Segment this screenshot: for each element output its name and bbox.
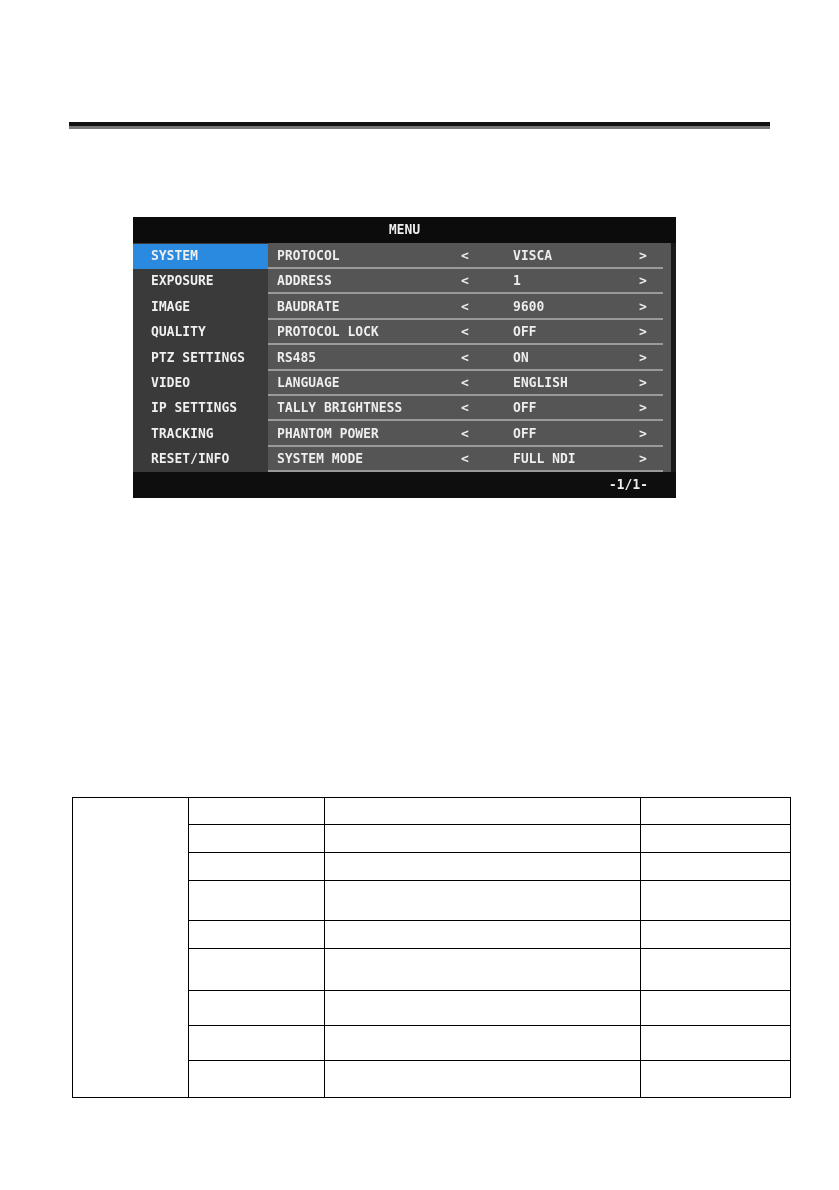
table-row	[73, 948, 791, 991]
table-cell	[188, 852, 325, 881]
table-cell	[188, 1025, 325, 1061]
setting-label: ADDRESS	[277, 274, 332, 290]
table-cell	[188, 880, 325, 921]
header-rule	[69, 122, 770, 126]
osd-setting-row[interactable]: BAUDRATE <9600 >	[268, 295, 663, 320]
setting-label: TALLY BRIGHTNESS	[277, 401, 403, 417]
setting-value: ON	[513, 350, 529, 366]
osd-menu-screenshot: MENU SYSTEM EXPOSURE IMAGE QUALITY PTZ SETTI…	[133, 217, 676, 498]
setting-value: OFF	[513, 401, 537, 417]
chevron-right-icon[interactable]: >	[639, 299, 647, 315]
table-cell	[324, 1025, 641, 1061]
table-cell	[188, 920, 325, 949]
table-row	[72, 797, 791, 1098]
table-cell	[640, 990, 791, 1026]
osd-menu-title: MENU	[133, 217, 676, 243]
table-cell	[640, 797, 791, 825]
setting-label: RS485	[277, 350, 317, 366]
setting-label: BAUDRATE	[277, 299, 340, 315]
chevron-right-icon[interactable]: >	[639, 325, 647, 341]
setting-value: OFF	[513, 426, 537, 442]
osd-category-item[interactable]: RESET/INFO	[151, 452, 230, 468]
osd-setting-row[interactable]: RS485 < ON >	[268, 346, 663, 371]
setting-value: FULL NDI	[513, 452, 576, 468]
osd-category-item[interactable]: PTZ SETTINGS	[151, 350, 245, 366]
table-cell	[640, 920, 791, 949]
table-cell	[640, 1025, 791, 1061]
osd-category-item[interactable]: IMAGE	[151, 299, 191, 315]
osd-setting-row[interactable]: PHANTOM POWER < OFF >	[268, 422, 663, 447]
table-cell	[72, 797, 189, 1098]
setting-label: SYSTEM MODE	[277, 452, 364, 468]
table-cell	[324, 990, 641, 1026]
chevron-left-icon[interactable]: <	[461, 376, 469, 391]
table-cell	[188, 948, 325, 991]
setting-label: PROTOCOL	[277, 249, 340, 264]
table-row	[73, 1060, 791, 1098]
table-cell	[640, 852, 791, 881]
chevron-right-icon[interactable]: >	[639, 350, 647, 366]
setting-value: 9600	[513, 299, 545, 315]
setting-label: PHANTOM POWER	[277, 426, 379, 442]
osd-category-item[interactable]: IP SETTINGS	[151, 401, 238, 417]
osd-setting-row[interactable]: ADDRESS <1 >	[268, 269, 663, 295]
table-cell	[640, 1060, 791, 1098]
table-cell	[188, 1060, 325, 1098]
osd-category-item[interactable]: EXPOSURE	[151, 274, 214, 290]
chevron-left-icon[interactable]: <	[461, 426, 469, 442]
chevron-left-icon[interactable]: <	[461, 401, 469, 417]
chevron-right-icon[interactable]: >	[639, 376, 647, 391]
table-cell	[188, 990, 325, 1026]
table-cell	[324, 948, 641, 991]
chevron-right-icon[interactable]: >	[639, 274, 647, 290]
table-cell	[640, 824, 791, 853]
table-row	[73, 880, 791, 921]
table-cell	[324, 797, 641, 825]
table-cell	[188, 824, 325, 853]
chevron-right-icon[interactable]: >	[639, 452, 647, 468]
osd-settings-list: PROTOCOL < VISCA > ADDRESS <1 > BAUDRATE <9600 > P…	[268, 243, 671, 473]
osd-setting-row[interactable]: PROTOCOL LOCK < OFF >	[268, 320, 663, 346]
osd-category-item[interactable]: TRACKING	[151, 426, 214, 442]
settings-table	[72, 797, 791, 1098]
chevron-left-icon[interactable]: <	[461, 452, 469, 468]
table-cell	[324, 852, 641, 881]
osd-setting-row[interactable]: PROTOCOL < VISCA >	[268, 244, 663, 269]
table-cell	[640, 880, 791, 921]
setting-value: 1	[513, 274, 521, 290]
osd-category-item[interactable]: SYSTEM	[133, 244, 268, 269]
chevron-right-icon[interactable]: >	[639, 401, 647, 417]
setting-value: OFF	[513, 325, 537, 341]
chevron-right-icon[interactable]: >	[639, 249, 647, 264]
setting-label: LANGUAGE	[277, 376, 340, 391]
osd-setting-row[interactable]: SYSTEM MODE < FULL NDI >	[268, 447, 663, 473]
osd-setting-row[interactable]: LANGUAGE < ENGLISH >	[268, 371, 663, 396]
chevron-left-icon[interactable]: <	[461, 274, 469, 290]
table-cell	[324, 920, 641, 949]
table-cell	[324, 824, 641, 853]
header-rule-shadow	[69, 126, 770, 129]
osd-footer: -1/1-	[133, 472, 676, 498]
osd-setting-row[interactable]: TALLY BRIGHTNESS < OFF >	[268, 396, 663, 422]
table-row	[73, 990, 791, 1026]
setting-value: VISCA	[513, 249, 553, 264]
setting-value: ENGLISH	[513, 376, 568, 391]
setting-label: PROTOCOL LOCK	[277, 325, 379, 341]
chevron-left-icon[interactable]: <	[461, 249, 469, 264]
page-indicator: -1/1-	[608, 478, 648, 493]
chevron-left-icon[interactable]: <	[461, 325, 469, 341]
chevron-left-icon[interactable]: <	[461, 299, 469, 315]
chevron-right-icon[interactable]: >	[639, 426, 647, 442]
table-cell	[188, 797, 325, 825]
table-cell	[324, 1060, 641, 1098]
osd-category-item[interactable]: QUALITY	[151, 325, 206, 341]
table-cell	[640, 948, 791, 991]
table-cell	[324, 880, 641, 921]
osd-category-item[interactable]: VIDEO	[151, 376, 191, 391]
osd-category-list: SYSTEM EXPOSURE IMAGE QUALITY PTZ SETTINGS VI…	[133, 243, 268, 472]
chevron-left-icon[interactable]: <	[461, 350, 469, 366]
table-row	[73, 920, 791, 949]
